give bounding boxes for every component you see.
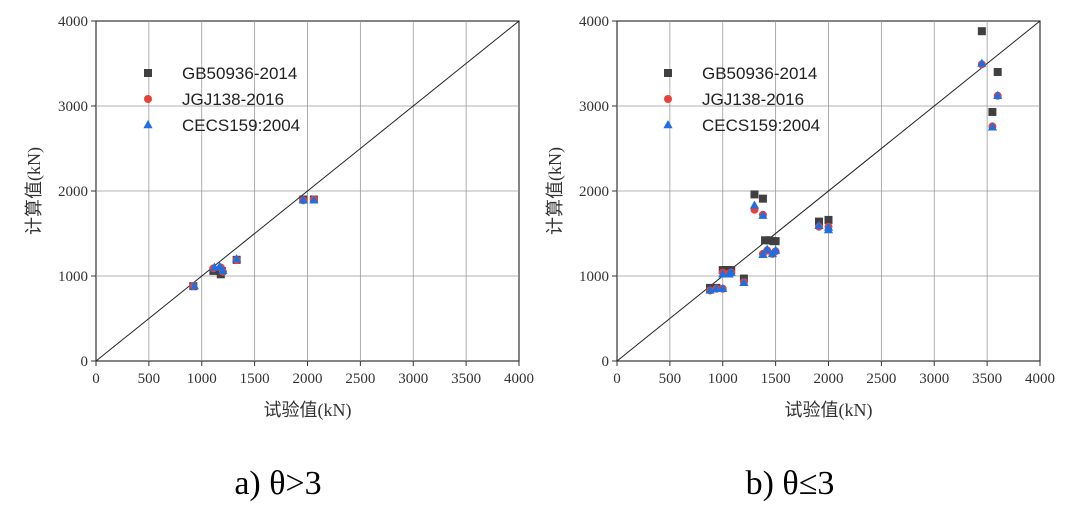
panel-caption: b) θ≤3 (746, 465, 835, 502)
x-tick-label: 500 (659, 371, 682, 387)
x-tick-label: 4000 (1025, 371, 1055, 387)
legend-marker-square (144, 69, 152, 77)
legend-label: GB50936-2014 (702, 64, 817, 83)
legend-label: CECS159:2004 (182, 116, 300, 135)
data-point-triangle (711, 283, 722, 292)
y-axis-label: 计算值(kN) (24, 147, 45, 235)
x-tick-label: 1500 (240, 371, 270, 387)
data-point-triangle (298, 195, 308, 204)
data-point-triangle (823, 222, 834, 231)
y-tick-label: 0 (602, 354, 610, 370)
data-point-triangle (232, 254, 242, 263)
x-tick-label: 3000 (919, 371, 949, 387)
x-axis-label: 试验值(kN) (785, 400, 873, 421)
chart-panel-1: 0 500 1000 1500 2000 2500 3000 3500 4000 0 1000 200… (24, 14, 534, 502)
data-point-triangle (739, 277, 749, 286)
series-triangle (189, 195, 319, 290)
data-point-square (771, 237, 780, 246)
chart-panel-2: 0 500 1000 1500 2000 2500 3000 3500 4000 0 1000 200… (545, 14, 1055, 502)
data-point-square (765, 236, 774, 245)
data-point-square (824, 215, 833, 224)
y-tick-label: 4000 (58, 14, 88, 30)
legend: GB50936-2014 JGJ138-2016 CECS159:2004 (663, 64, 820, 135)
legend: GB50936-2014 JGJ138-2016 CECS159:2004 (143, 64, 300, 135)
x-tick-label: 4000 (504, 371, 534, 387)
data-point-square (722, 266, 731, 275)
x-tick-label: 2000 (814, 371, 844, 387)
data-point-square (977, 27, 986, 36)
data-point-triangle (718, 269, 728, 278)
panel-caption: a) θ>3 (234, 465, 321, 502)
data-point-triangle (749, 200, 760, 209)
y-tick-label: 0 (81, 354, 89, 370)
y-tick-label: 3000 (579, 99, 609, 115)
legend-label: JGJ138-2016 (702, 90, 804, 109)
data-point-square (988, 107, 997, 116)
legend-label: CECS159:2004 (702, 116, 820, 135)
x-tick-label: 2500 (345, 371, 375, 387)
data-point-square (750, 190, 759, 199)
data-point-square (993, 68, 1002, 76)
legend-marker-triangle (663, 120, 673, 129)
data-point-triangle (218, 265, 228, 275)
x-tick-label: 0 (92, 371, 100, 387)
legend-label: JGJ138-2016 (182, 90, 284, 109)
x-tick-label: 3500 (972, 371, 1002, 387)
y-tick-label: 4000 (579, 14, 609, 30)
data-point-triangle (993, 90, 1003, 99)
y-tick-label: 3000 (58, 99, 88, 115)
data-point-triangle (762, 244, 772, 253)
x-tick-label: 1500 (761, 371, 791, 387)
data-point-square (761, 236, 770, 245)
legend-label: GB50936-2014 (182, 64, 297, 83)
reference-line (95, 20, 520, 362)
data-point-triangle (758, 210, 768, 219)
y-tick-label: 2000 (58, 184, 88, 200)
y-axis-label: 计算值(kN) (545, 147, 566, 235)
data-point-triangle (189, 281, 199, 290)
data-point-triangle (771, 245, 781, 254)
x-axis-label: 试验值(kN) (264, 400, 352, 421)
data-point-triangle (758, 249, 768, 258)
x-tick-label: 500 (138, 371, 161, 387)
y-tick-label: 2000 (579, 184, 609, 200)
y-tick-label: 1000 (58, 269, 88, 285)
x-tick-label: 1000 (187, 371, 217, 387)
x-tick-label: 2500 (866, 371, 896, 387)
reference-line (616, 20, 1041, 362)
x-tick-label: 3000 (398, 371, 428, 387)
series-triangle (705, 58, 1003, 294)
x-tick-label: 2000 (293, 371, 323, 387)
legend-marker-triangle (143, 120, 153, 129)
legend-marker-square (664, 69, 672, 77)
y-tick-label: 1000 (579, 269, 609, 285)
data-point-triangle (814, 220, 824, 230)
data-point-triangle (309, 195, 319, 204)
legend-marker-circle (144, 95, 152, 103)
data-point-triangle (977, 58, 987, 67)
data-point-triangle (718, 283, 728, 292)
legend-marker-circle (664, 95, 672, 103)
x-tick-label: 3500 (451, 371, 481, 387)
x-tick-label: 0 (613, 371, 621, 387)
data-point-square (758, 194, 767, 203)
data-point-triangle (726, 267, 736, 276)
x-tick-label: 1000 (708, 371, 738, 387)
data-point-triangle (987, 122, 998, 131)
